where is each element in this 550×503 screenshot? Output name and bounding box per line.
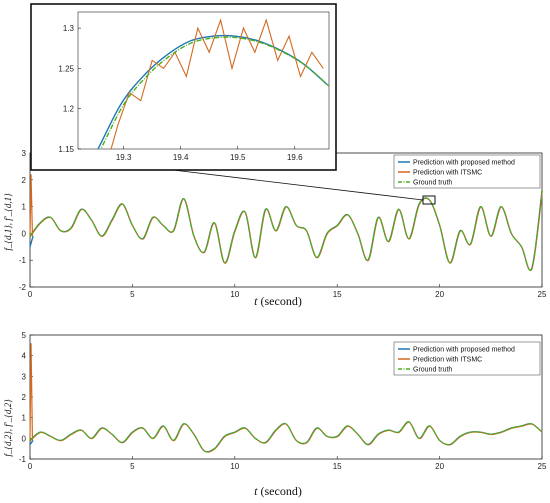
bottom-legend-box (393, 341, 541, 376)
top-series-proposed-start (29, 235, 34, 247)
inset-series-itsmc (110, 18, 324, 149)
inset-series-truth (100, 36, 329, 149)
top-x-tick-label: 5 (130, 290, 135, 299)
top-series-itsmc-spike (29, 174, 34, 237)
inset-x-ticks: 19.3 19.4 19.5 19.6 (116, 146, 303, 162)
bottom-series-lines (29, 343, 543, 453)
inset-y-tick-label: 1.25 (58, 64, 74, 73)
top-y-tick-label: -1 (19, 256, 27, 265)
inset-series-group (97, 18, 329, 149)
top-legend-label-truth: Ground truth (413, 180, 452, 187)
bottom-x-tick-label: 10 (230, 462, 239, 471)
inset-y-tick-label: 1.15 (58, 145, 74, 154)
inset-y-ticks: 1.15 1.2 1.25 1.3 (58, 24, 81, 154)
top-legend-label-proposed: Prediction with proposed method (413, 160, 515, 167)
bottom-series-proposed-start (29, 439, 34, 445)
bottom-series-truth (29, 421, 543, 453)
inset-x-tick-label: 19.5 (230, 153, 246, 162)
top-y-tick-label: 0 (22, 229, 27, 238)
top-x-tick-label: 20 (435, 290, 444, 299)
bottom-x-tick-label: 15 (333, 462, 342, 471)
inset-plot-frame (77, 11, 330, 150)
inset-x-tick-label: 19.6 (287, 153, 303, 162)
inset-y-tick-label: 1.2 (63, 105, 75, 114)
top-legend-box (393, 154, 541, 189)
top-series-truth (29, 190, 543, 271)
top-x-tick-label: 0 (28, 290, 33, 299)
bottom-y-tick-label: 1 (22, 414, 27, 423)
bottom-x-ticks: 0 5 10 15 20 25 (28, 456, 547, 471)
top-x-tick-label: 15 (333, 290, 342, 299)
bottom-legend: Prediction with proposed method Predicti… (393, 341, 541, 376)
top-series-lines (29, 174, 543, 272)
top-x-ticks: 0 5 10 15 20 25 (28, 284, 547, 299)
bottom-y-tick-label: -1 (19, 455, 27, 464)
inset-x-tick-label: 19.3 (116, 153, 132, 162)
top-legend: Prediction with proposed method Predicti… (393, 154, 541, 189)
bottom-series-itsmc-spike (29, 343, 34, 441)
bottom-series-proposed (29, 421, 543, 453)
top-y-axis-label: f_{d,1}, f'_{d,1} (3, 193, 13, 251)
bottom-y-tick-label: 3 (22, 372, 27, 381)
top-y-tick-label: -2 (19, 283, 27, 292)
inset-series-lines (97, 18, 329, 149)
inset-series-proposed (97, 34, 328, 149)
bottom-x-tick-label: 0 (28, 462, 33, 471)
bottom-x-tick-label: 20 (435, 462, 444, 471)
top-y-tick-label: 1 (22, 203, 27, 212)
bottom-y-tick-label: 4 (22, 352, 27, 361)
bottom-y-tick-label: 0 (22, 434, 27, 443)
bottom-x-tick-label: 5 (130, 462, 135, 471)
inset-outer-frame (30, 3, 337, 171)
bottom-y-tick-label: 2 (22, 393, 27, 402)
bottom-x-axis-label: t (second) (254, 484, 302, 498)
top-series-itsmc (30, 190, 543, 272)
top-x-tick-label: 10 (230, 290, 239, 299)
zoom-connector-line (172, 169, 424, 201)
bottom-legend-label-proposed: Prediction with proposed method (413, 347, 515, 354)
inset-x-tick-label: 19.4 (173, 153, 189, 162)
bottom-x-tick-label: 25 (538, 462, 547, 471)
bottom-series-itsmc (30, 421, 543, 453)
top-chart: 0 5 10 15 20 25 -2 -1 0 1 2 3 t (second) f_{d,1}, … (3, 149, 547, 308)
bottom-legend-label-truth: Ground truth (413, 367, 452, 374)
top-x-tick-label: 25 (538, 290, 547, 299)
top-legend-label-itsmc: Prediction with ITSMC (413, 170, 482, 177)
top-y-tick-label: 3 (22, 149, 27, 158)
zoom-inset: 19.3 19.4 19.5 19.6 1.15 1.2 1.25 1.3 (30, 3, 337, 171)
bottom-y-tick-label: 5 (22, 331, 27, 340)
top-y-tick-label: 2 (22, 176, 27, 185)
inset-y-tick-label: 1.3 (63, 24, 75, 33)
bottom-legend-label-itsmc: Prediction with ITSMC (413, 357, 482, 364)
bottom-y-axis-label: f_{d,2}, f'_{d,2} (3, 399, 13, 457)
top-x-axis-label: t (second) (254, 294, 302, 308)
